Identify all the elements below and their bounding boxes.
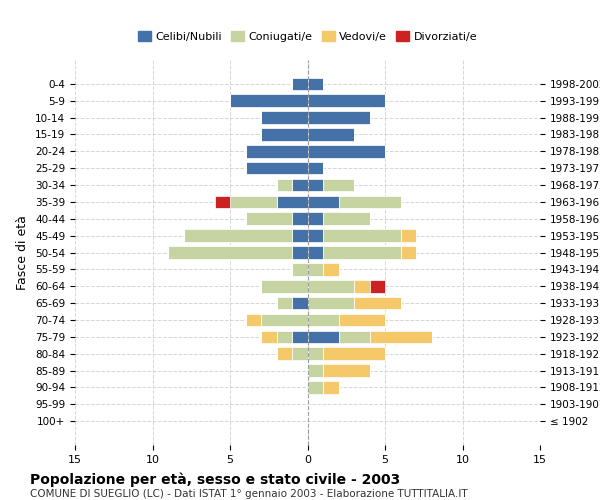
Bar [308, 128, 354, 141]
Legend: Celibi/Nubili, Coniugati/e, Vedovi/e, Divorziati/e: Celibi/Nubili, Coniugati/e, Vedovi/e, Di… [133, 27, 482, 46]
Bar [308, 162, 323, 174]
Bar [308, 381, 323, 394]
Bar [370, 280, 385, 292]
Bar [230, 196, 277, 208]
Bar [245, 212, 292, 225]
Bar [292, 297, 308, 310]
Bar [323, 246, 401, 259]
Bar [401, 246, 416, 259]
Bar [277, 330, 292, 343]
Bar [323, 212, 370, 225]
Bar [230, 94, 308, 107]
Bar [277, 297, 292, 310]
Bar [354, 297, 401, 310]
Bar [292, 78, 308, 90]
Bar [308, 196, 338, 208]
Bar [245, 314, 261, 326]
Bar [308, 230, 323, 242]
Bar [261, 314, 308, 326]
Text: Popolazione per età, sesso e stato civile - 2003: Popolazione per età, sesso e stato civil… [30, 472, 400, 487]
Bar [277, 178, 292, 192]
Bar [308, 263, 323, 276]
Bar [401, 230, 416, 242]
Y-axis label: Fasce di età: Fasce di età [16, 215, 29, 290]
Bar [292, 263, 308, 276]
Bar [338, 196, 401, 208]
Bar [292, 246, 308, 259]
Bar [308, 212, 323, 225]
Bar [308, 330, 338, 343]
Bar [323, 381, 338, 394]
Bar [323, 364, 370, 377]
Bar [308, 314, 338, 326]
Bar [308, 246, 323, 259]
Bar [323, 348, 385, 360]
Bar [168, 246, 292, 259]
Bar [292, 212, 308, 225]
Bar [292, 230, 308, 242]
Bar [308, 94, 385, 107]
Bar [292, 348, 308, 360]
Bar [261, 330, 277, 343]
Bar [292, 330, 308, 343]
Bar [308, 78, 323, 90]
Bar [277, 348, 292, 360]
Bar [261, 280, 308, 292]
Bar [184, 230, 292, 242]
Bar [308, 111, 370, 124]
Bar [261, 128, 308, 141]
Bar [245, 162, 308, 174]
Bar [338, 330, 370, 343]
Bar [354, 280, 370, 292]
Bar [245, 145, 308, 158]
Bar [308, 348, 323, 360]
Bar [308, 145, 385, 158]
Bar [308, 280, 354, 292]
Bar [215, 196, 230, 208]
Text: COMUNE DI SUEGLIO (LC) - Dati ISTAT 1° gennaio 2003 - Elaborazione TUTTITALIA.IT: COMUNE DI SUEGLIO (LC) - Dati ISTAT 1° g… [30, 489, 467, 499]
Bar [308, 178, 323, 192]
Bar [308, 297, 354, 310]
Bar [323, 230, 401, 242]
Bar [261, 111, 308, 124]
Bar [323, 263, 338, 276]
Bar [277, 196, 308, 208]
Bar [308, 364, 323, 377]
Bar [323, 178, 354, 192]
Bar [370, 330, 431, 343]
Bar [292, 178, 308, 192]
Bar [338, 314, 385, 326]
